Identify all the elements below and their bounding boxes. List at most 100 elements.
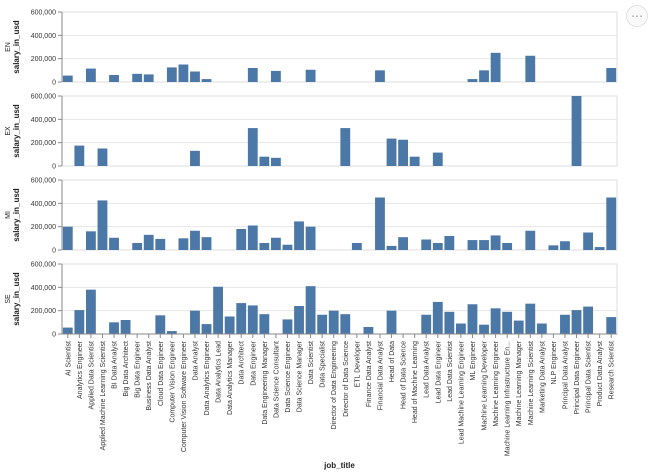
bar-se-23 — [328, 310, 339, 334]
bar-en-11 — [190, 71, 200, 82]
bar-se-41 — [536, 323, 547, 334]
bar-en-21 — [305, 69, 316, 82]
bar-mi-40 — [525, 230, 536, 250]
bar-se-36 — [479, 324, 489, 334]
y-tick-label: 600,000 — [31, 94, 56, 101]
bar-mi-31 — [421, 239, 432, 250]
x-tick-label: Cloud Data Engineer — [158, 340, 165, 406]
bar-se-34 — [455, 323, 466, 334]
bar-mi-16 — [247, 225, 258, 250]
bar-se-8 — [155, 315, 166, 334]
x-tick-label: Data Architect — [239, 341, 246, 385]
bar-se-16 — [247, 305, 258, 334]
bar-en-27 — [375, 70, 385, 82]
x-tick-label: Product Data Analyst — [597, 341, 604, 406]
bar-mi-6 — [132, 243, 143, 250]
bar-se-9 — [166, 331, 177, 334]
bar-se-0 — [62, 327, 73, 334]
bar-se-11 — [190, 310, 200, 334]
x-tick-label: AI Scientist — [65, 341, 72, 376]
bar-mi-47 — [606, 197, 617, 250]
bar-ex-44 — [571, 96, 582, 166]
bar-se-12 — [201, 324, 212, 334]
bar-mi-21 — [305, 226, 316, 250]
y-tick-label: 200,000 — [31, 308, 56, 315]
bar-se-21 — [305, 286, 316, 334]
bar-se-13 — [213, 286, 224, 334]
y-axis-title: salary_in_usd — [12, 188, 21, 241]
bar-mi-37 — [490, 235, 501, 250]
y-axis-title: salary_in_usd — [12, 20, 21, 73]
x-tick-label: Data Science Consultant — [273, 341, 280, 418]
y-tick-label: 600,000 — [31, 262, 56, 269]
x-tick-label: Data Analytics Lead — [216, 341, 223, 403]
bar-mi-10 — [178, 238, 189, 250]
bar-en-6 — [132, 73, 143, 82]
x-tick-label: Data Analytics Engineer — [204, 340, 211, 415]
bar-en-4 — [109, 75, 119, 82]
bar-se-39 — [513, 320, 524, 334]
x-tick-label: Business Data Analyst — [146, 341, 153, 411]
actions-menu-ellipsis-icon[interactable]: ⋯ — [626, 5, 648, 27]
x-tick-label: Financial Data Analyst — [377, 341, 384, 410]
bar-mi-42 — [548, 245, 559, 250]
bar-en-37 — [490, 52, 501, 82]
x-tick-label: Analytics Engineer — [77, 340, 84, 399]
bar-ex-32 — [432, 152, 443, 166]
x-tick-label: Computer Vision Engineer — [169, 340, 176, 422]
x-tick-label: Machine Learning Infrastructure En... — [505, 341, 512, 456]
bar-mi-0 — [62, 226, 73, 250]
bar-mi-35 — [467, 240, 478, 250]
x-tick-label: Applied Data Scientist — [88, 341, 95, 410]
bar-se-44 — [571, 310, 582, 334]
x-tick-label: Head of Data Science — [401, 341, 408, 409]
x-tick-label: Principal Data Scientist — [586, 341, 593, 413]
facet-label: MI — [5, 211, 12, 219]
bar-ex-28 — [386, 138, 397, 166]
bar-en-16 — [247, 68, 258, 82]
bar-mi-43 — [560, 241, 570, 250]
x-tick-label: Data Science Manager — [297, 340, 304, 412]
x-tick-label: Data Science Engineer — [285, 340, 292, 412]
bar-en-2 — [85, 68, 96, 82]
bar-mi-25 — [351, 243, 362, 250]
x-tick-label: Principal Data Engineer — [574, 340, 581, 414]
bar-mi-18 — [270, 237, 281, 250]
y-tick-label: 400,000 — [31, 33, 56, 40]
bar-mi-27 — [375, 197, 385, 250]
bar-se-4 — [109, 322, 119, 334]
bar-mi-12 — [201, 237, 212, 250]
facet-label: EX — [5, 126, 12, 136]
bar-mi-17 — [259, 243, 270, 250]
bar-se-24 — [340, 314, 351, 334]
bar-en-35 — [467, 79, 478, 82]
y-tick-label: 400,000 — [31, 285, 56, 292]
x-tick-label: Director of Data Engineering — [331, 341, 338, 429]
bar-mi-15 — [236, 229, 247, 250]
y-tick-label: 600,000 — [31, 178, 56, 185]
facet-frame — [61, 95, 618, 167]
bar-se-31 — [421, 314, 432, 334]
bar-mi-46 — [594, 247, 605, 250]
x-tick-label: Computer Vision Software Engineer — [181, 340, 188, 452]
x-tick-label: Big Data Engineer — [135, 340, 142, 397]
y-tick-label: 600,000 — [31, 10, 56, 17]
bar-en-9 — [166, 67, 177, 82]
x-tick-label: Applied Machine Learning Scientist — [100, 341, 107, 450]
bar-ex-11 — [190, 150, 200, 166]
bar-ex-1 — [74, 145, 85, 166]
bar-en-36 — [479, 70, 489, 82]
bar-mi-38 — [502, 243, 513, 250]
bar-en-12 — [201, 79, 212, 82]
bar-se-43 — [560, 314, 570, 334]
bar-se-20 — [294, 306, 304, 334]
x-tick-label: Data Engineer — [250, 340, 257, 385]
bar-se-33 — [444, 311, 455, 334]
x-tick-label: Data Engineering Manager — [262, 340, 269, 424]
x-tick-label: Finance Data Analyst — [366, 341, 373, 407]
